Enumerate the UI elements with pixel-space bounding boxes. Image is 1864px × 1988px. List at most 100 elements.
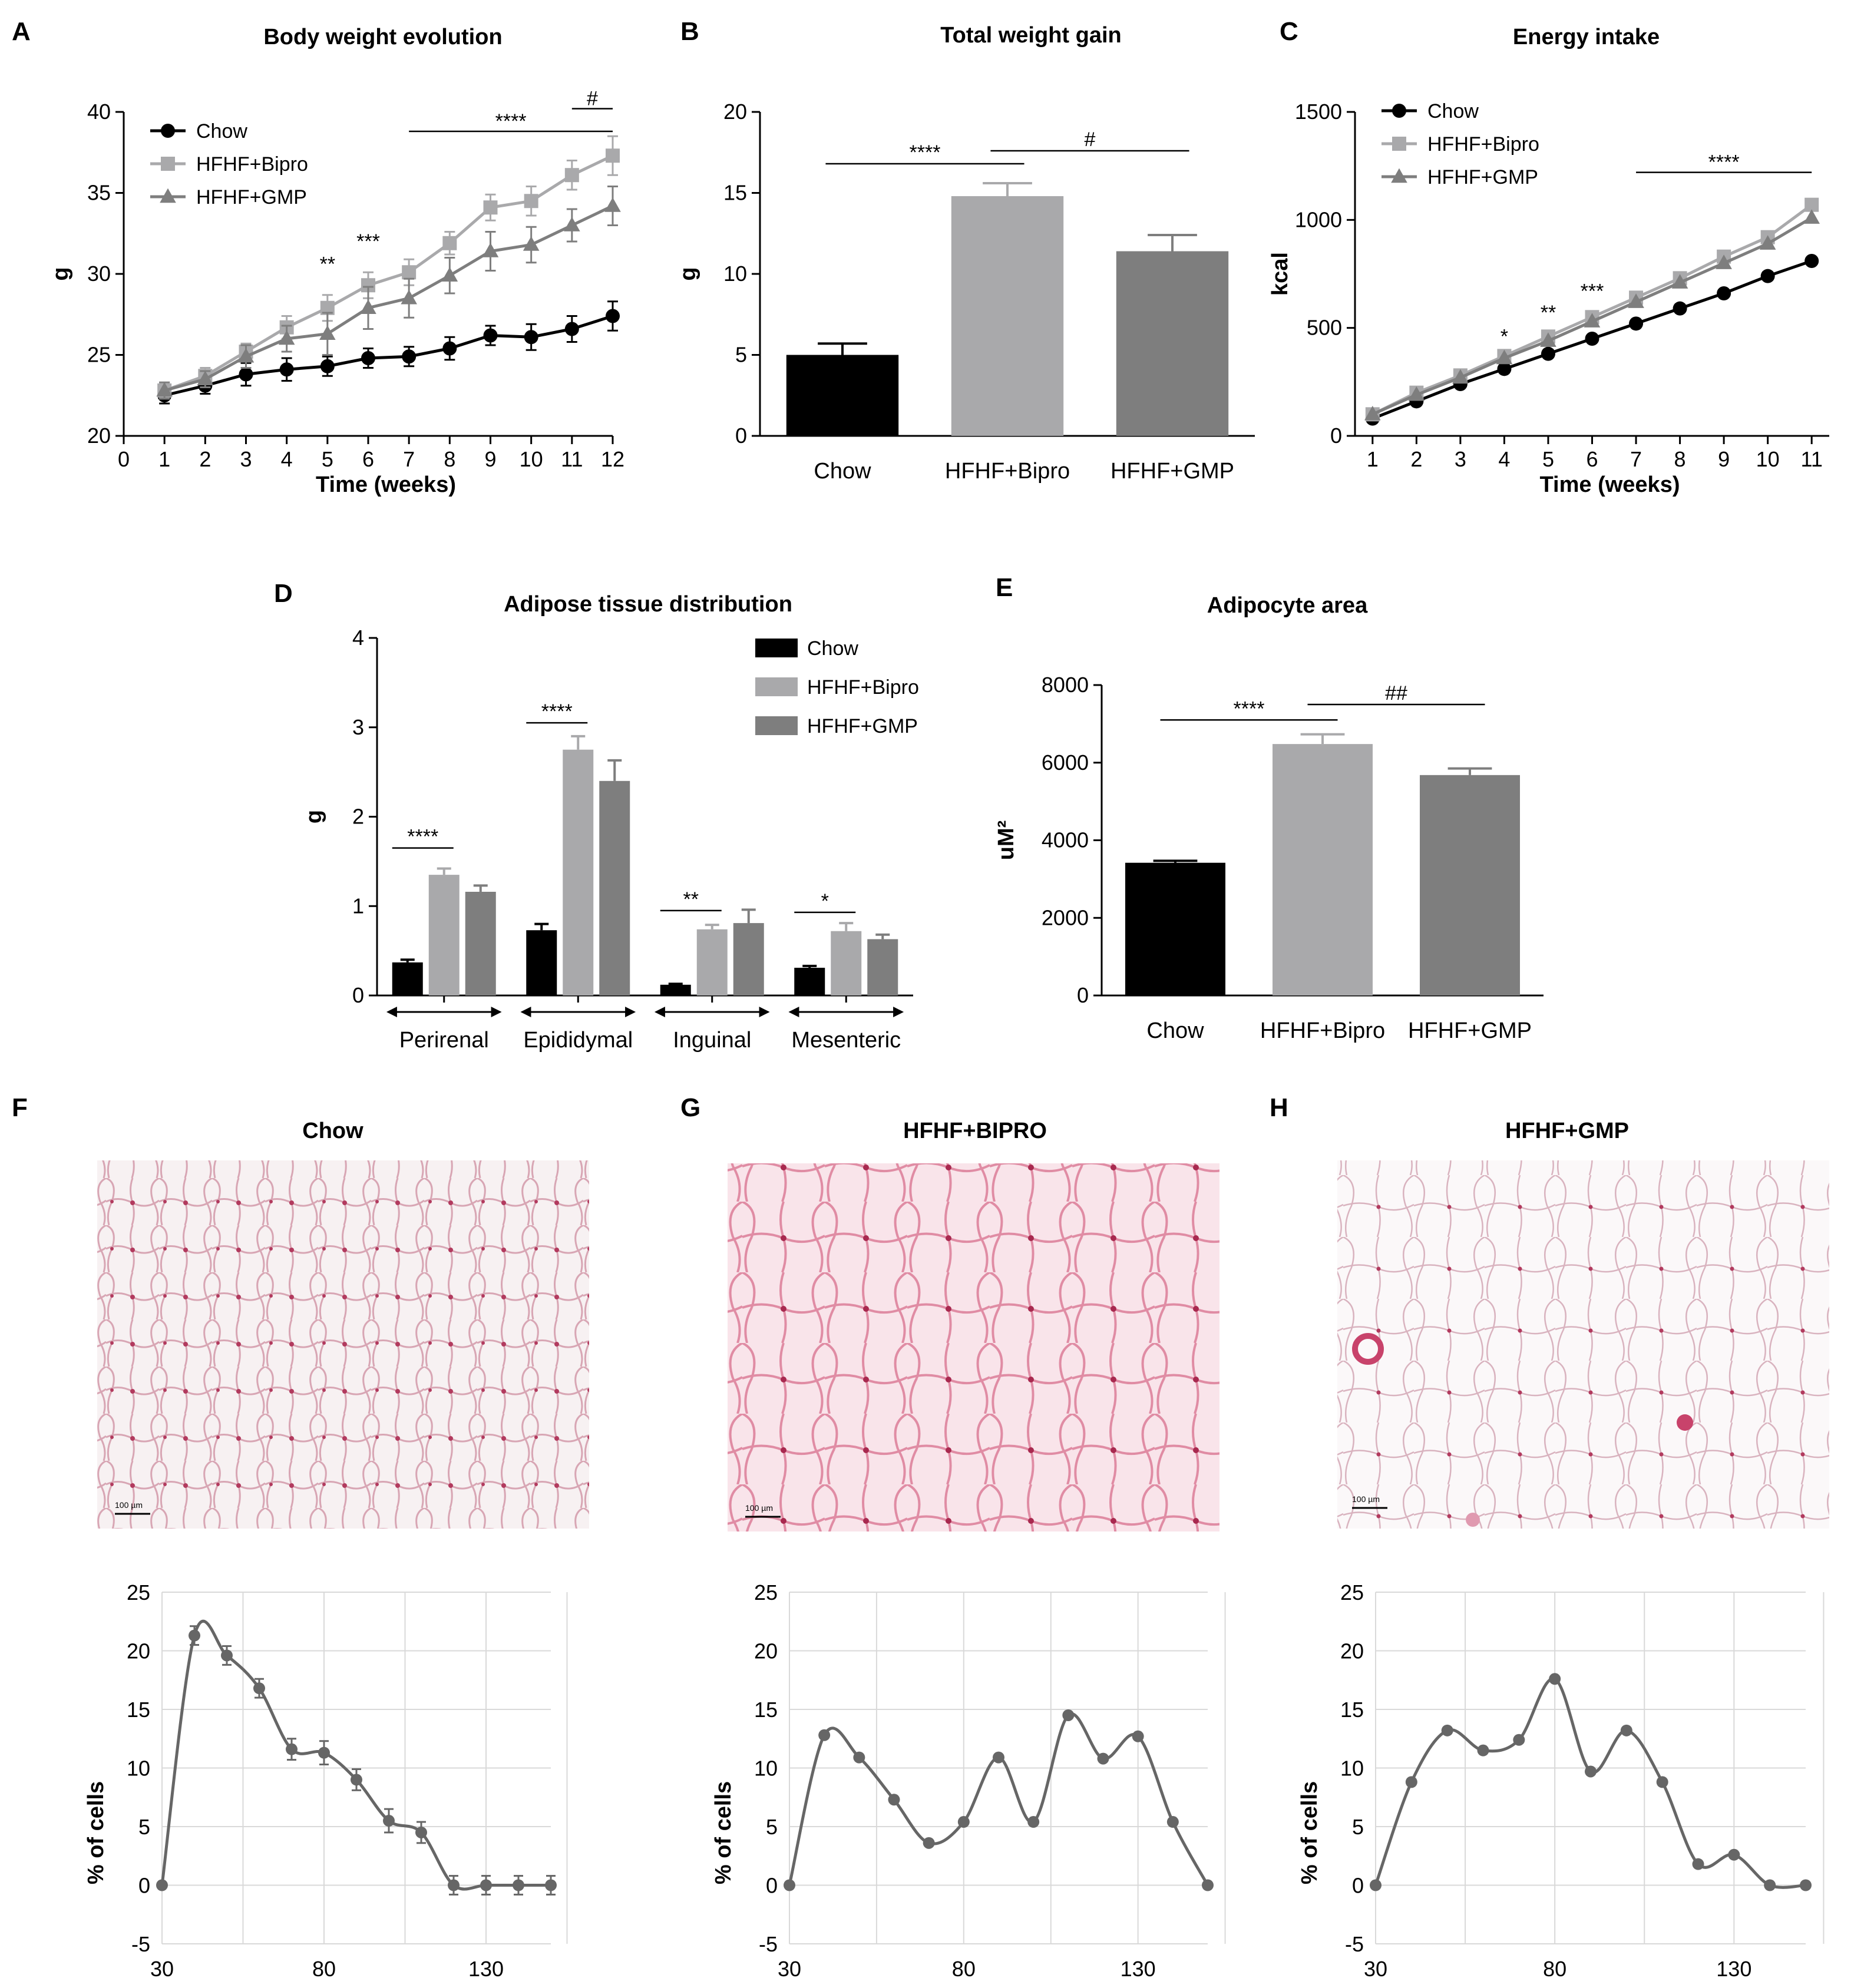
significance-label: **** xyxy=(1708,151,1740,174)
significance-label: ## xyxy=(1385,682,1407,704)
category-label: HFHF+Bipro xyxy=(945,459,1070,484)
x-tick-label: 130 xyxy=(1121,1957,1156,1981)
bar-hfhf-gmp xyxy=(599,780,630,995)
bar-hfhf-gmp xyxy=(867,939,898,995)
x-tick-label: 8 xyxy=(1674,447,1686,471)
data-point xyxy=(279,362,294,377)
category-label: HFHF+GMP xyxy=(1111,459,1234,484)
legend-swatch xyxy=(755,677,798,696)
panel-letter-b: B xyxy=(680,17,699,46)
data-point xyxy=(1364,405,1381,421)
x-tick-label: 5 xyxy=(1542,447,1554,471)
significance-label: **** xyxy=(910,141,941,164)
data-point xyxy=(524,330,538,345)
significance-label: ** xyxy=(320,253,335,276)
data-point xyxy=(1673,301,1687,316)
data-point xyxy=(1540,332,1556,347)
arrow-head xyxy=(654,1007,665,1017)
arrow-head xyxy=(520,1007,531,1017)
y-tick-label: 15 xyxy=(723,181,747,205)
x-tick-label: 80 xyxy=(312,1957,336,1981)
data-point xyxy=(156,1879,168,1891)
y-tick-label: 0 xyxy=(352,983,364,1007)
data-point xyxy=(239,367,253,382)
x-tick-label: 7 xyxy=(1630,447,1642,471)
arrow-head xyxy=(893,1007,904,1017)
x-tick-label: 2 xyxy=(199,447,211,471)
panel-letter-e: E xyxy=(996,573,1013,602)
series-line-hfhf-bipro xyxy=(1371,203,1813,416)
y-tick-label: 20 xyxy=(754,1639,778,1663)
data-point xyxy=(1496,349,1513,365)
y-tick-label: 0 xyxy=(735,424,747,448)
data-point xyxy=(1759,235,1776,250)
y-tick-label: 10 xyxy=(723,262,747,286)
legend-swatch xyxy=(755,639,798,657)
category-label: HFHF+GMP xyxy=(1408,1018,1532,1043)
x-tick-label: 130 xyxy=(1716,1957,1751,1981)
y-tick-label: 5 xyxy=(766,1815,778,1839)
y-tick-label: 0 xyxy=(1077,983,1089,1007)
x-tick-label: 2 xyxy=(1410,447,1422,471)
y-tick-label: 8000 xyxy=(1042,673,1089,697)
y-tick-label: 5 xyxy=(138,1815,150,1839)
legend-label: HFHF+GMP xyxy=(196,186,307,209)
data-point xyxy=(286,1743,298,1755)
x-tick-label: 8 xyxy=(444,447,455,471)
y-tick-label: 5 xyxy=(735,343,747,367)
panel-letter-d: D xyxy=(274,579,293,608)
data-point xyxy=(1716,254,1732,269)
data-point xyxy=(1405,1776,1417,1788)
x-tick-label: 11 xyxy=(561,447,583,471)
data-point xyxy=(957,1816,970,1828)
y-tick-label: 20 xyxy=(723,100,747,124)
series-line-hfhf-gmp xyxy=(164,204,614,392)
arrow-head xyxy=(788,1007,799,1017)
y-tick-label: 10 xyxy=(1340,1757,1364,1781)
data-point xyxy=(482,243,499,257)
data-point xyxy=(360,299,376,314)
x-tick-label: 10 xyxy=(1756,447,1780,471)
bar-hfhf-gmp xyxy=(1116,251,1229,436)
significance-label: * xyxy=(1501,325,1508,348)
category-label: Chow xyxy=(1146,1018,1204,1043)
legend-label: HFHF+GMP xyxy=(1427,166,1538,188)
y-tick-label: 0 xyxy=(1352,1874,1364,1898)
y-tick-label: 6000 xyxy=(1042,750,1089,775)
chart-title: Adipose tissue distribution xyxy=(504,592,792,617)
y-tick-label: 1000 xyxy=(1295,207,1342,231)
data-point xyxy=(483,200,498,215)
x-tick-label: 9 xyxy=(1718,447,1730,471)
data-point xyxy=(606,309,620,323)
x-tick-label: 30 xyxy=(1364,1957,1387,1981)
x-axis-label: Diameter (µm) xyxy=(1516,1986,1665,1988)
x-tick-label: 9 xyxy=(484,447,496,471)
y-tick-label: 1 xyxy=(352,894,364,918)
significance-label: **** xyxy=(407,826,438,848)
legend-label: HFHF+Bipro xyxy=(807,676,919,699)
bar-hfhf-gmp xyxy=(465,891,496,995)
x-axis-label: Diameter (µm) xyxy=(282,1986,431,1988)
data-point xyxy=(1408,386,1425,401)
data-point xyxy=(442,341,457,356)
x-tick-label: 30 xyxy=(778,1957,801,1981)
legend-marker xyxy=(161,124,175,138)
y-tick-label: 20 xyxy=(87,424,111,448)
data-point xyxy=(784,1879,795,1891)
data-point xyxy=(564,168,579,183)
x-tick-label: 3 xyxy=(240,447,252,471)
bar-hfhf-bipro xyxy=(951,196,1064,436)
data-point xyxy=(1629,316,1644,331)
data-point xyxy=(401,289,417,305)
data-point xyxy=(1441,1724,1453,1736)
panel-letter-h: H xyxy=(1270,1093,1288,1122)
category-label: Mesenteric xyxy=(791,1028,901,1053)
y-tick-label: 40 xyxy=(87,100,111,124)
legend-swatch xyxy=(755,716,798,735)
data-point xyxy=(253,1682,265,1695)
data-point xyxy=(993,1751,1004,1764)
data-point xyxy=(1477,1744,1489,1757)
data-point xyxy=(564,322,579,336)
data-point xyxy=(442,236,457,250)
